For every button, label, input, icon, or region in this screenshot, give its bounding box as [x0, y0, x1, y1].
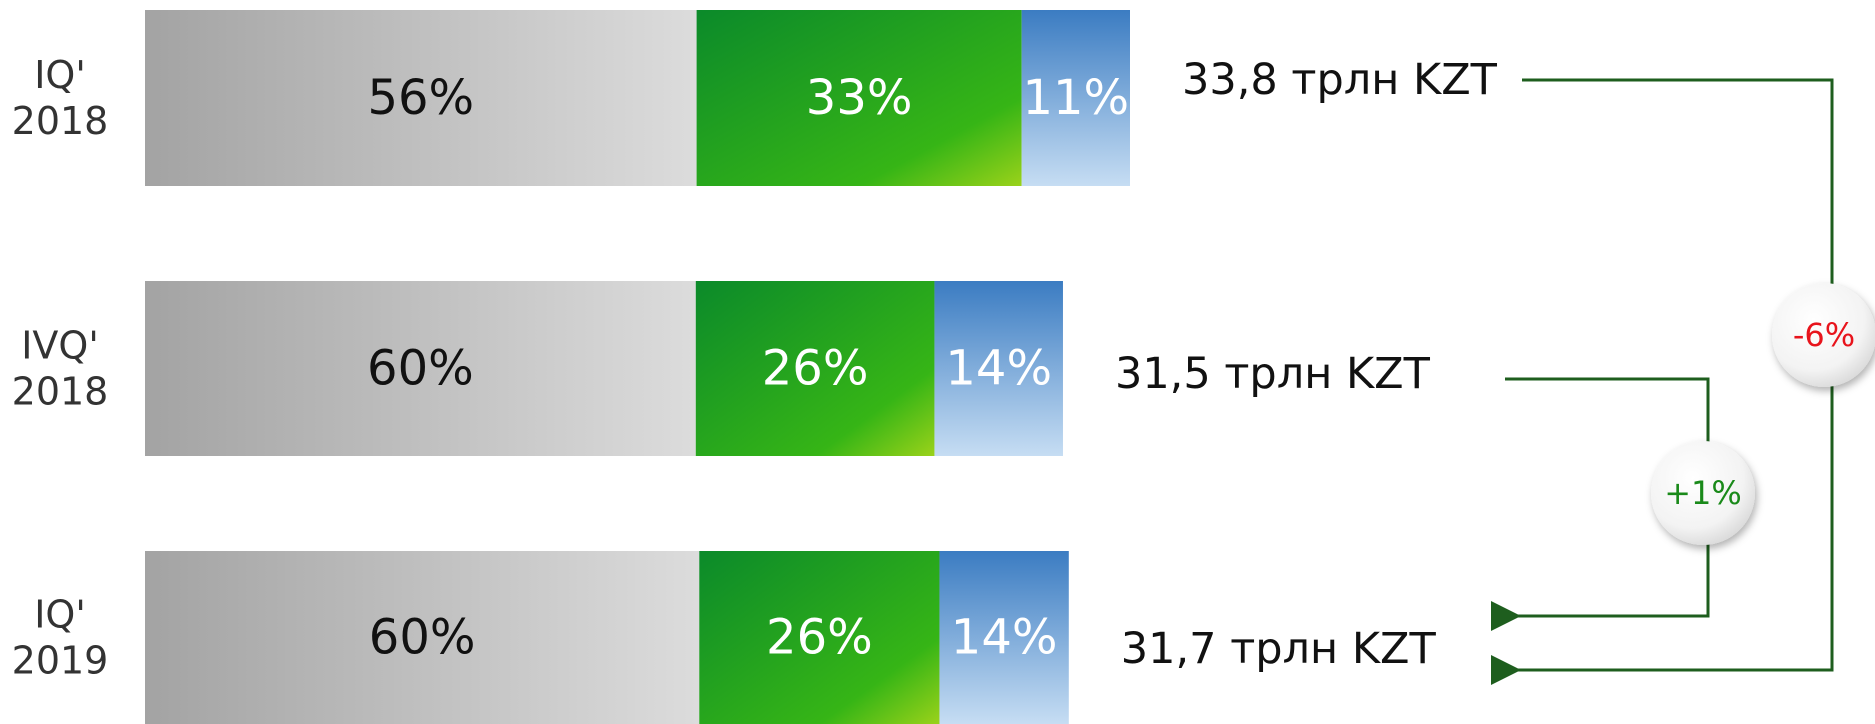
- category-label: IQ': [34, 53, 86, 97]
- value-label: 11%: [1022, 70, 1129, 126]
- value-label: 60%: [369, 610, 476, 666]
- value-label: 56%: [367, 70, 474, 126]
- change-badge: [1651, 441, 1755, 545]
- total-label: 31,7 трлн KZT: [1121, 624, 1437, 674]
- category-label: IQ': [34, 593, 86, 637]
- bar-segment: [934, 281, 1063, 456]
- bar-segment: [699, 551, 940, 724]
- value-label: 14%: [945, 341, 1052, 397]
- category-label: 2019: [12, 639, 109, 683]
- change-label: -6%: [1793, 316, 1855, 354]
- bar-segment: [939, 551, 1069, 724]
- change-badge: [1772, 283, 1875, 387]
- value-label: 26%: [766, 610, 873, 666]
- bar-segment: [145, 281, 696, 456]
- bar-segment: [696, 10, 1022, 186]
- bar-segment: [145, 551, 700, 724]
- category-label: 2018: [12, 370, 109, 414]
- category-label: IVQ': [21, 324, 99, 368]
- value-label: 60%: [367, 341, 474, 397]
- total-label: 31,5 трлн KZT: [1115, 349, 1431, 399]
- bar-segment: [1021, 10, 1130, 186]
- total-label: 33,8 трлн KZT: [1182, 55, 1498, 105]
- category-label: 2018: [12, 99, 109, 143]
- connector: [1491, 78, 1834, 685]
- bar-segment: [695, 281, 935, 456]
- bar-segment: [145, 10, 697, 186]
- connectors: [1491, 78, 1834, 685]
- value-label: 33%: [806, 70, 913, 126]
- change-label: +1%: [1664, 474, 1742, 512]
- value-label: 26%: [762, 341, 869, 397]
- value-label: 14%: [951, 610, 1058, 666]
